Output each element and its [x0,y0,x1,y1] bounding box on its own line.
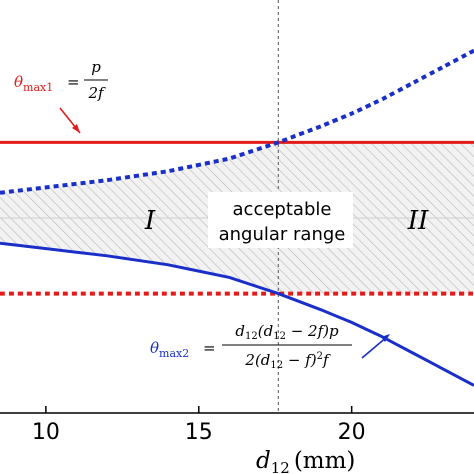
region-label-left: I [144,206,156,236]
svg-text:θmax2: θmax2 [150,339,189,360]
theta-max2-lhs-sub: max2 [159,347,189,360]
series-line-3 [0,241,474,387]
theta-max1-annotation: θmax1 = p 2f [14,58,108,134]
svg-text:=: = [203,339,216,357]
region-label-bg [208,192,353,248]
theta-max2-numerator: d12(d12 − 2f)p [235,322,339,342]
region-label-right: II [407,206,429,236]
theta-max2-lhs: θ [150,339,159,357]
theta-max2-denominator: 2(d12 − f)2f [244,351,331,371]
theta-max2-annotation: θmax2 = d12(d12 − 2f)p 2(d12 − f)2f [150,322,390,371]
theta-max1-denominator: 2f [87,84,106,102]
x-tick-label: 10 [32,420,60,445]
theta-max1-lhs-sub: max1 [23,81,53,94]
x-axis-label: d12 (mm) [256,448,355,474]
svg-text:θmax1: θmax1 [14,73,53,94]
series-line-2 [0,48,474,195]
x-tick-label: 15 [185,420,213,445]
region-label-center-2: angular range [219,224,346,245]
x-ticks: 10 15 20 [32,406,366,445]
theta-max1-numerator: p [91,58,101,76]
series-layer [0,48,474,387]
x-tick-label: 20 [338,420,366,445]
svg-text:=: = [67,73,80,91]
region-label-center-1: acceptable [233,199,332,220]
theta-max1-lhs: θ [14,73,23,91]
